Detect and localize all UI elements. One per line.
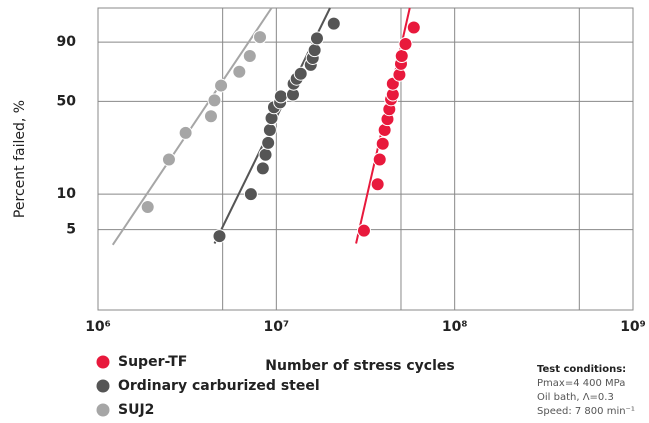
notes-title: Test conditions:	[537, 364, 626, 375]
point	[398, 37, 413, 52]
legend-marker	[96, 379, 110, 393]
point	[273, 89, 288, 104]
point	[326, 16, 341, 31]
point	[140, 200, 155, 215]
fit-line	[111, 7, 273, 246]
point	[309, 31, 324, 46]
point	[161, 152, 176, 167]
legend-marker	[96, 403, 110, 417]
y-tick-label: 5	[66, 222, 76, 238]
legend-label: SUJ2	[118, 402, 154, 418]
point	[307, 43, 322, 58]
point	[255, 161, 270, 176]
point	[372, 152, 387, 167]
point	[394, 49, 409, 64]
x-tick-label: 10⁹	[620, 319, 646, 335]
y-axis-label: Percent failed, %	[12, 100, 28, 218]
point	[212, 229, 227, 244]
note-line: Speed: 7 800 min⁻¹	[537, 406, 635, 417]
point	[232, 64, 247, 79]
legend-label: Super-TF	[118, 354, 187, 370]
x-tick-label: 10⁶	[85, 319, 111, 335]
x-tick-label: 10⁷	[264, 319, 290, 335]
note-line: Oil bath, Λ=0.3	[537, 392, 614, 403]
point	[262, 123, 277, 138]
y-tick-label: 90	[57, 34, 77, 50]
note-line: Pmax=4 400 MPa	[537, 378, 625, 389]
point	[261, 135, 276, 150]
point	[243, 187, 258, 202]
plot-frame	[97, 7, 634, 311]
point	[293, 66, 308, 81]
x-tick-label: 10⁸	[442, 319, 468, 335]
point	[207, 93, 222, 108]
x-axis-label: Number of stress cycles	[265, 358, 454, 374]
point	[203, 109, 218, 124]
point	[178, 125, 193, 140]
point	[370, 177, 385, 192]
point	[214, 78, 229, 93]
point	[375, 136, 390, 151]
legend-marker	[96, 355, 110, 369]
y-tick-label: 10	[57, 186, 77, 202]
point	[242, 49, 257, 64]
point	[253, 30, 268, 45]
legend-label: Ordinary carburized steel	[118, 378, 320, 394]
point	[406, 20, 421, 35]
point	[258, 147, 273, 162]
y-tick-label: 50	[57, 93, 77, 109]
point	[356, 223, 371, 238]
